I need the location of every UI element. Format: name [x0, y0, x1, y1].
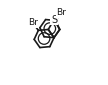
Text: S: S	[51, 15, 57, 25]
Text: Br: Br	[28, 18, 38, 27]
Text: Br: Br	[56, 8, 66, 17]
